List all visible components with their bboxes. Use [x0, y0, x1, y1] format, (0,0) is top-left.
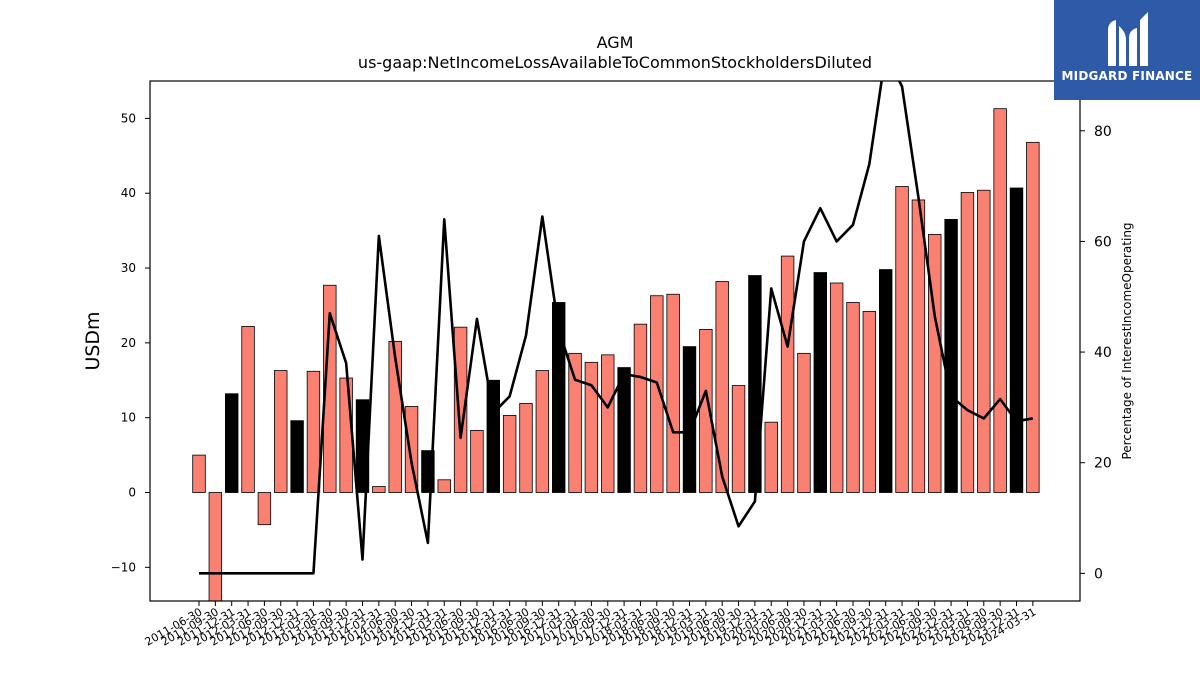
line-series [199, 81, 1034, 575]
y-tick-label: 20 [121, 336, 136, 350]
y-tick-label: 30 [121, 261, 136, 275]
chart-title: AGM [597, 33, 634, 52]
y-tick-label: −10 [111, 560, 136, 574]
bar-2019-03-31 [699, 328, 713, 493]
bar-2017-03-31 [568, 352, 582, 493]
bar-2013-06-30 [323, 284, 337, 493]
bar-2019-06-30 [715, 281, 729, 493]
bar-2014-09-30 [404, 406, 419, 493]
bar-2012-09-30 [274, 370, 288, 493]
bar-2012-12-31 [290, 420, 304, 493]
bar-2016-12-31 [552, 302, 566, 493]
bar-2011-06-30 [192, 454, 206, 493]
bar-2022-03-31 [895, 186, 909, 493]
y2-axis: 0 20 40 60 80 [1080, 124, 1112, 582]
brand-logo-text: MIDGARD FINANCE [1061, 69, 1193, 83]
y-tick-label: 40 [121, 186, 136, 200]
y2-tick-label: 80 [1094, 124, 1112, 140]
y2-tick-label: 0 [1094, 566, 1103, 582]
bar-2016-09-30 [535, 370, 550, 493]
midgard-logo-icon [1108, 12, 1148, 66]
chart-subtitle: us-gaap:NetIncomeLossAvailableToCommonSt… [358, 53, 872, 72]
bar-2015-06-30 [453, 326, 468, 493]
bars-group [192, 108, 1040, 601]
y-axis: −10 0 10 20 30 40 50 [111, 111, 150, 574]
y2-tick-label: 60 [1094, 234, 1112, 250]
bar-2023-12-31 [1009, 187, 1024, 493]
bar-2024-03-31 [1026, 141, 1040, 493]
y-axis-label: USDm [82, 311, 104, 370]
bar-2022-09-30 [928, 233, 942, 493]
plot-frame [149, 80, 1081, 602]
bar-2011-12-31 [224, 393, 239, 493]
bar-2015-12-31 [486, 379, 501, 493]
line-group [199, 81, 1034, 575]
bar-2015-09-30 [470, 430, 484, 493]
bar-2015-03-31 [437, 479, 451, 493]
bar-2019-09-30 [731, 385, 746, 493]
bar-2021-03-31 [829, 282, 844, 493]
x-axis: 2011-06-302011-09-302011-12-312012-03-31… [143, 601, 1038, 649]
bar-2017-09-30 [601, 354, 615, 493]
bar-2016-06-30 [519, 403, 533, 493]
bar-2018-06-30 [650, 295, 664, 493]
y2-tick-label: 20 [1094, 456, 1112, 472]
bar-2016-03-31 [502, 415, 517, 493]
bar-2012-03-31 [241, 326, 255, 493]
bar-2022-06-30 [911, 199, 926, 493]
bar-2021-09-30 [862, 311, 877, 493]
bar-2014-03-31 [372, 486, 386, 493]
bar-2020-03-31 [764, 421, 778, 493]
brand-logo: MIDGARD FINANCE [1054, 0, 1200, 100]
bar-2011-09-30 [208, 492, 223, 601]
bar-2020-12-31 [813, 272, 828, 493]
bar-2023-06-30 [977, 189, 991, 493]
y-tick-label: 50 [121, 111, 136, 125]
bar-2020-06-30 [780, 255, 795, 493]
y2-axis-label: Percentage of InterestIncomeOperating [1120, 222, 1134, 459]
y-tick-label: 10 [121, 411, 136, 425]
bar-2013-03-31 [306, 370, 321, 493]
bar-2023-03-31 [960, 192, 975, 493]
bar-2013-09-30 [339, 377, 353, 493]
bar-2017-12-31 [617, 367, 631, 493]
bar-2012-06-30 [257, 492, 272, 526]
bar-2020-09-30 [797, 352, 811, 493]
bar-2023-09-30 [993, 108, 1007, 493]
y2-tick-label: 40 [1094, 345, 1112, 361]
bar-2021-12-31 [879, 269, 893, 493]
bar-2022-12-31 [944, 219, 958, 493]
y-tick-label: 0 [128, 486, 136, 500]
bar-2018-09-30 [666, 293, 680, 493]
bar-2017-06-30 [584, 361, 599, 493]
bar-2018-03-31 [633, 323, 648, 493]
bar-2021-06-30 [846, 302, 860, 493]
